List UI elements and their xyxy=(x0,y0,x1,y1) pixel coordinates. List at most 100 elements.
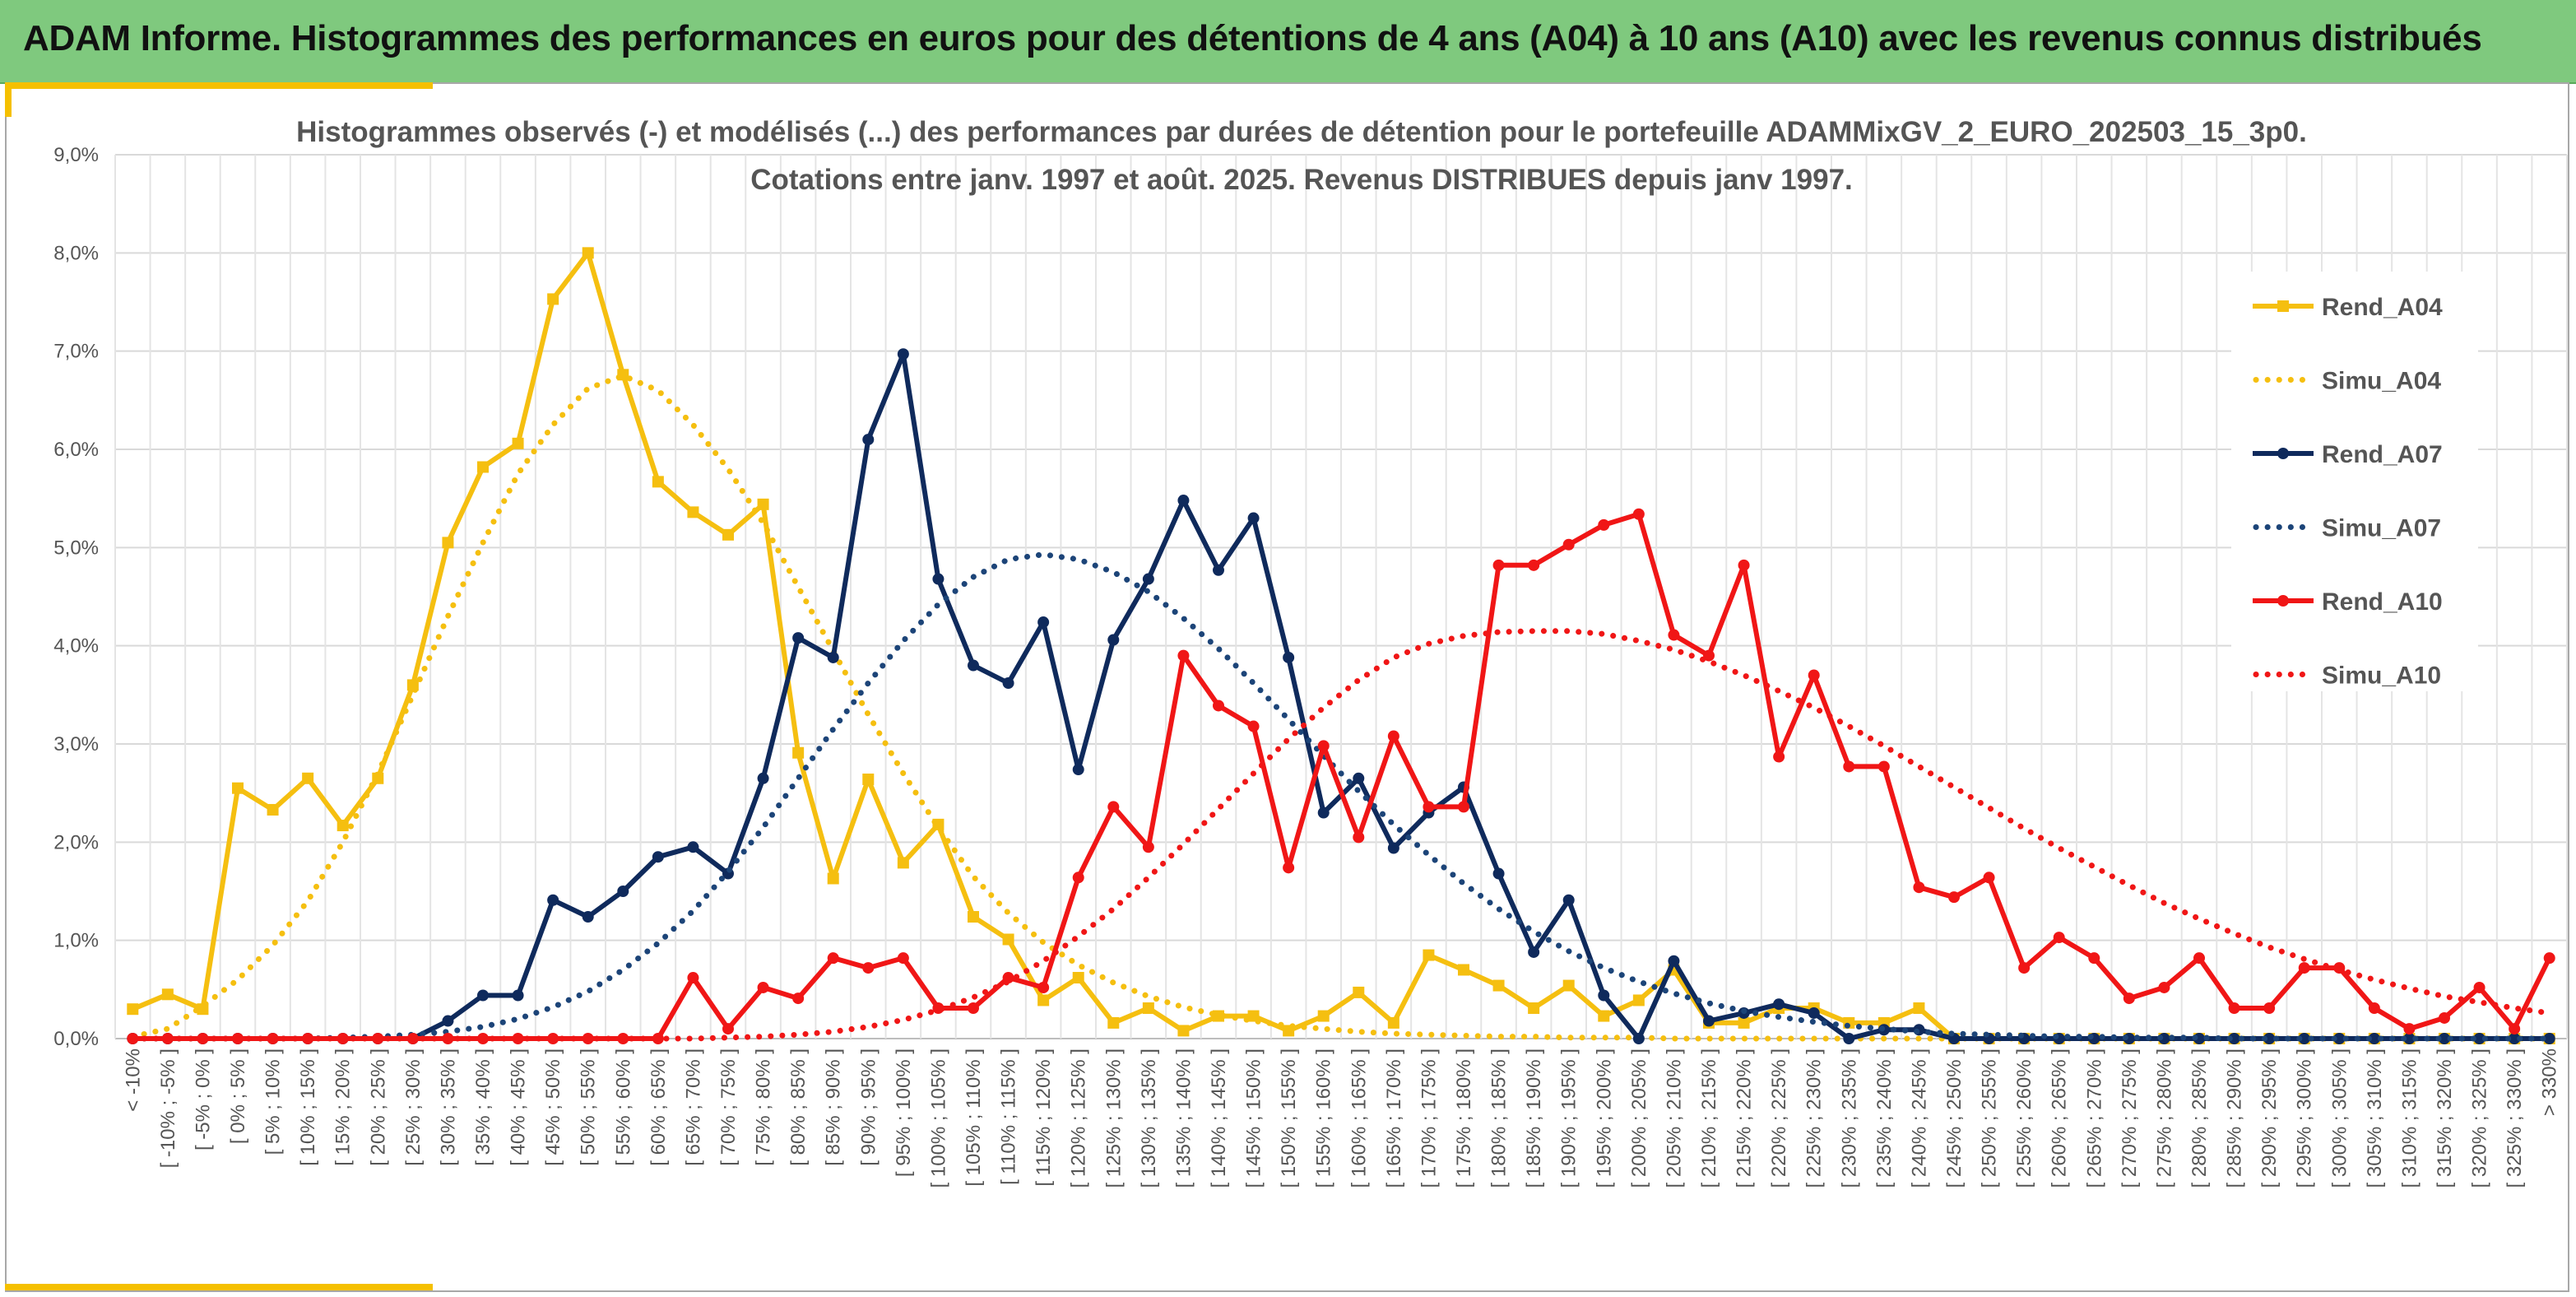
x-tick-label: [ 195% ; 200% ] xyxy=(1593,1048,1615,1188)
data-point xyxy=(792,632,805,644)
x-tick-label: [ 190% ; 195% ] xyxy=(1558,1048,1580,1188)
data-point xyxy=(897,952,909,965)
x-tick-label: [ 5% ; 10% ] xyxy=(262,1048,285,1155)
x-tick-label: [ 225% ; 230% ] xyxy=(1803,1048,1826,1188)
x-tick-label: [ 35% ; 40% ] xyxy=(472,1048,494,1166)
data-point xyxy=(1107,634,1120,646)
data-point xyxy=(1037,994,1050,1006)
x-tick-label: [ 305% ; 310% ] xyxy=(2364,1048,2386,1188)
data-point xyxy=(2473,981,2485,993)
series-simu-a04 xyxy=(129,373,2553,1042)
data-point xyxy=(2088,952,2100,965)
legend-label-simu-a10: Simu_A10 xyxy=(2322,662,2441,690)
data-point xyxy=(2298,1033,2310,1044)
x-tick-label: [ 55% ; 60% ] xyxy=(612,1048,634,1166)
x-tick-label: [ 320% ; 325% ] xyxy=(2469,1048,2491,1188)
data-point xyxy=(442,1015,454,1027)
data-point xyxy=(1177,1025,1190,1037)
chart-frame xyxy=(5,82,2569,1292)
x-tick-label: [ 20% ; 25% ] xyxy=(367,1048,389,1166)
data-point xyxy=(1562,538,1575,551)
data-point xyxy=(968,911,979,923)
x-tick-label: [ -5% ; 0% ] xyxy=(192,1048,214,1151)
x-tick-label: [ 215% ; 220% ] xyxy=(1734,1048,1756,1188)
data-point xyxy=(1317,807,1330,819)
legend-marker xyxy=(2277,595,2289,607)
data-point xyxy=(2439,1033,2450,1044)
data-point xyxy=(512,989,524,1002)
data-point xyxy=(1913,1002,1925,1015)
x-tick-label: [ 315% ; 320% ] xyxy=(2434,1048,2456,1188)
legend-marker xyxy=(2277,300,2289,312)
x-tick-label: [ 160% ; 165% ] xyxy=(1348,1048,1370,1188)
data-point xyxy=(1598,518,1610,531)
data-point xyxy=(1002,677,1014,690)
data-point xyxy=(617,886,629,897)
x-tick-label: [ 50% ; 55% ] xyxy=(578,1048,600,1166)
data-point xyxy=(1528,1002,1540,1015)
data-point xyxy=(161,988,174,1001)
legend-label-simu-a04: Simu_A04 xyxy=(2322,368,2441,395)
x-tick-label: [ 185% ; 190% ] xyxy=(1523,1048,1545,1188)
data-point xyxy=(477,989,489,1002)
data-point xyxy=(2053,932,2065,944)
accent-bar-bottom xyxy=(5,1284,433,1290)
y-tick-label: 7,0% xyxy=(53,341,99,363)
data-point xyxy=(2509,1033,2521,1044)
x-tick-label: [ 40% ; 45% ] xyxy=(508,1048,530,1166)
data-point xyxy=(862,773,875,785)
data-point xyxy=(1037,616,1050,629)
data-point xyxy=(442,537,454,549)
legend: Rend_A04 Simu_A04 Rend_A07 Simu_A07 Rend_A10… xyxy=(2231,272,2478,691)
data-point xyxy=(652,476,664,488)
gridlines xyxy=(114,154,2568,1039)
data-point xyxy=(1458,801,1469,813)
data-point xyxy=(1598,989,1610,1002)
x-axis: < -10% [ -10% ; -5% ] [ -5% ; 0% ] [ 0% ; 5… xyxy=(122,1048,2560,1188)
data-point xyxy=(1107,1016,1120,1029)
chart-title: Histogrammes observés (-) et modélisés (… xyxy=(296,116,2307,196)
data-point xyxy=(897,348,909,360)
data-point xyxy=(1562,979,1575,992)
data-point xyxy=(792,993,805,1005)
x-tick-label: [ 65% ; 70% ] xyxy=(682,1048,704,1166)
data-point xyxy=(652,851,664,863)
x-tick-label: [ -10% ; -5% ] xyxy=(157,1048,179,1168)
x-tick-label: [ 235% ; 240% ] xyxy=(1873,1048,1896,1188)
series-layer xyxy=(127,247,2555,1044)
data-point xyxy=(1808,1006,1820,1019)
data-point xyxy=(2368,1002,2380,1015)
x-tick-label: [ 300% ; 305% ] xyxy=(2328,1048,2351,1188)
data-point xyxy=(2018,962,2031,974)
data-point xyxy=(547,894,559,906)
x-tick-label: [ 275% ; 280% ] xyxy=(2153,1048,2175,1188)
x-tick-label: [ 105% ; 110% ] xyxy=(963,1048,985,1187)
x-tick-label: [ 10% ; 15% ] xyxy=(297,1048,319,1166)
x-tick-label: [ 100% ; 105% ] xyxy=(927,1048,949,1188)
data-point xyxy=(547,293,559,305)
data-point xyxy=(2263,1033,2276,1044)
data-point xyxy=(1072,972,1084,984)
data-point xyxy=(1353,831,1365,844)
data-point xyxy=(1877,760,1890,773)
data-point xyxy=(1423,949,1435,961)
data-point xyxy=(1492,867,1505,880)
x-tick-label: [ 290% ; 295% ] xyxy=(2258,1048,2281,1188)
data-point xyxy=(1528,946,1540,958)
data-point xyxy=(1492,559,1505,571)
x-tick-label: [ 115% ; 120% ] xyxy=(1033,1048,1055,1187)
data-point xyxy=(2193,952,2205,965)
data-point xyxy=(267,803,279,816)
data-point xyxy=(827,872,839,885)
data-point xyxy=(2228,1033,2240,1044)
x-tick-label: [ 45% ; 50% ] xyxy=(542,1048,564,1166)
x-tick-label: [ 280% ; 285% ] xyxy=(2188,1048,2211,1188)
legend-marker xyxy=(2277,448,2289,459)
data-point xyxy=(477,461,489,473)
x-tick-label: [ 205% ; 210% ] xyxy=(1663,1048,1685,1188)
data-point xyxy=(1142,1002,1154,1015)
data-point xyxy=(1423,801,1435,813)
data-point xyxy=(1387,842,1399,854)
x-tick-label: [ 165% ; 170% ] xyxy=(1383,1048,1405,1188)
data-point xyxy=(827,952,839,965)
